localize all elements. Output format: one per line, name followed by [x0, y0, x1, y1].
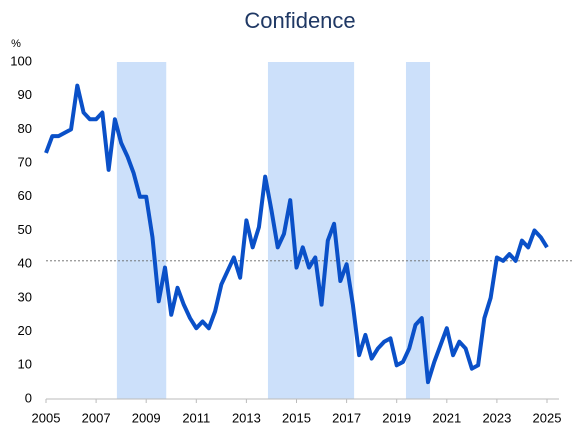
y-tick-label: 80: [18, 121, 32, 136]
x-tick-label: 2015: [282, 410, 311, 425]
y-tick-label: 30: [18, 289, 32, 304]
data-line: [44, 83, 549, 385]
x-tick-label: 2025: [533, 410, 562, 425]
y-tick-label: 0: [25, 390, 32, 405]
x-tick-label: 2017: [332, 410, 361, 425]
x-tick-label: 2023: [482, 410, 511, 425]
y-tick-label: 20: [18, 323, 32, 338]
x-tick-label: 2013: [232, 410, 261, 425]
y-tick-label: 10: [18, 357, 32, 372]
y-tick-label: 100: [10, 53, 32, 68]
chart-title: Confidence: [244, 8, 355, 33]
shaded-band: [267, 62, 355, 399]
y-tick-label: 60: [18, 188, 32, 203]
y-tick-label: 40: [18, 256, 32, 271]
x-tick-label: 2021: [432, 410, 461, 425]
y-tick-label: 90: [18, 87, 32, 102]
shaded-band: [116, 62, 167, 399]
x-tick-label: 2005: [32, 410, 61, 425]
x-tick-label: 2019: [382, 410, 411, 425]
y-tick-label: 70: [18, 155, 32, 170]
x-tick-label: 2007: [82, 410, 111, 425]
y-axis-label: %: [11, 38, 21, 50]
x-tick-label: 2011: [182, 410, 210, 425]
y-tick-label: 50: [18, 222, 32, 237]
x-tick-label: 2009: [132, 410, 161, 425]
